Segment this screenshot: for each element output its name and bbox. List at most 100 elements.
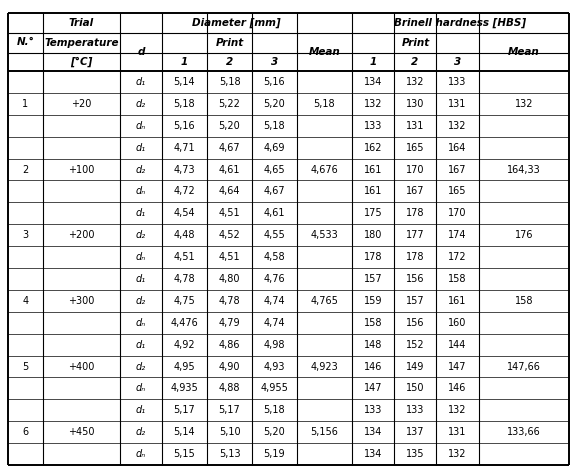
Text: 4,765: 4,765 [310,296,339,306]
Text: 144: 144 [448,340,467,350]
Text: 4,80: 4,80 [219,274,240,284]
Text: d₁: d₁ [136,77,146,87]
Text: 3: 3 [454,57,461,67]
Text: dₙ: dₙ [136,252,146,262]
Text: 146: 146 [364,361,382,371]
Text: d₁: d₁ [136,143,146,153]
Text: d₂: d₂ [136,230,146,240]
Text: dₙ: dₙ [136,318,146,328]
Text: d: d [137,47,145,57]
Text: 167: 167 [406,186,424,196]
Text: 4,65: 4,65 [264,165,285,175]
Text: 133: 133 [364,121,382,131]
Text: 152: 152 [406,340,424,350]
Text: 4,476: 4,476 [171,318,198,328]
Text: 4,58: 4,58 [264,252,285,262]
Text: 132: 132 [364,99,382,109]
Text: 4,67: 4,67 [219,143,240,153]
Text: 4,48: 4,48 [174,230,195,240]
Text: 4,75: 4,75 [174,296,196,306]
Text: 156: 156 [406,318,424,328]
Text: 4,67: 4,67 [264,186,285,196]
Text: 150: 150 [406,384,424,394]
Text: 165: 165 [448,186,467,196]
Text: 164: 164 [448,143,467,153]
Text: 178: 178 [364,252,382,262]
Text: 1: 1 [23,99,29,109]
Text: d₂: d₂ [136,165,146,175]
Text: 161: 161 [448,296,467,306]
Text: 131: 131 [448,99,467,109]
Text: N.°: N.° [17,37,35,47]
Text: 4,74: 4,74 [264,296,285,306]
Text: 4,955: 4,955 [261,384,288,394]
Text: +100: +100 [68,165,95,175]
Text: d₁: d₁ [136,274,146,284]
Text: 4,93: 4,93 [264,361,285,371]
Text: 4,533: 4,533 [310,230,338,240]
Text: Print: Print [402,38,430,48]
Text: 4,72: 4,72 [174,186,196,196]
Text: 4,54: 4,54 [174,208,195,218]
Text: d₁: d₁ [136,405,146,415]
Text: +300: +300 [68,296,95,306]
Text: 4,64: 4,64 [219,186,240,196]
Text: 5,22: 5,22 [219,99,241,109]
Text: 172: 172 [448,252,467,262]
Text: 167: 167 [448,165,467,175]
Text: 158: 158 [515,296,533,306]
Text: 158: 158 [364,318,382,328]
Text: 4: 4 [23,296,29,306]
Text: 4,51: 4,51 [219,252,240,262]
Text: 133: 133 [448,77,467,87]
Text: d₂: d₂ [136,427,146,437]
Text: 147: 147 [448,361,467,371]
Text: 4,98: 4,98 [264,340,285,350]
Text: 4,71: 4,71 [174,143,195,153]
Text: 149: 149 [406,361,424,371]
Text: 4,935: 4,935 [171,384,198,394]
Text: 5,20: 5,20 [219,121,241,131]
Text: +400: +400 [68,361,95,371]
Text: 2: 2 [23,165,29,175]
Text: 5,16: 5,16 [174,121,195,131]
Text: 4,69: 4,69 [264,143,285,153]
Text: 4,78: 4,78 [219,296,240,306]
Text: 4,86: 4,86 [219,340,240,350]
Text: 4,61: 4,61 [264,208,285,218]
Text: 5,18: 5,18 [174,99,195,109]
Text: 157: 157 [364,274,383,284]
Text: 146: 146 [448,384,467,394]
Text: 174: 174 [448,230,467,240]
Text: 5,18: 5,18 [264,405,285,415]
Text: 178: 178 [406,252,424,262]
Text: dₙ: dₙ [136,449,146,459]
Text: 158: 158 [448,274,467,284]
Text: 147,66: 147,66 [507,361,541,371]
Text: 132: 132 [448,405,467,415]
Text: d₂: d₂ [136,99,146,109]
Text: 165: 165 [406,143,424,153]
Text: 4,88: 4,88 [219,384,240,394]
Text: 1: 1 [181,57,188,67]
Text: 5,156: 5,156 [310,427,339,437]
Text: 5,10: 5,10 [219,427,240,437]
Text: Print: Print [215,38,243,48]
Text: 137: 137 [406,427,424,437]
Text: 4,78: 4,78 [174,274,195,284]
Text: d₂: d₂ [136,361,146,371]
Text: 3: 3 [23,230,29,240]
Text: 4,51: 4,51 [174,252,195,262]
Text: 5,13: 5,13 [219,449,240,459]
Text: 131: 131 [406,121,424,131]
Text: 5,17: 5,17 [219,405,241,415]
Text: 131: 131 [448,427,467,437]
Text: +450: +450 [68,427,95,437]
Text: 4,90: 4,90 [219,361,240,371]
Text: [°C]: [°C] [70,57,93,67]
Text: 5: 5 [23,361,29,371]
Text: 148: 148 [364,340,382,350]
Text: 5,17: 5,17 [174,405,196,415]
Text: 5,18: 5,18 [264,121,285,131]
Text: 132: 132 [515,99,533,109]
